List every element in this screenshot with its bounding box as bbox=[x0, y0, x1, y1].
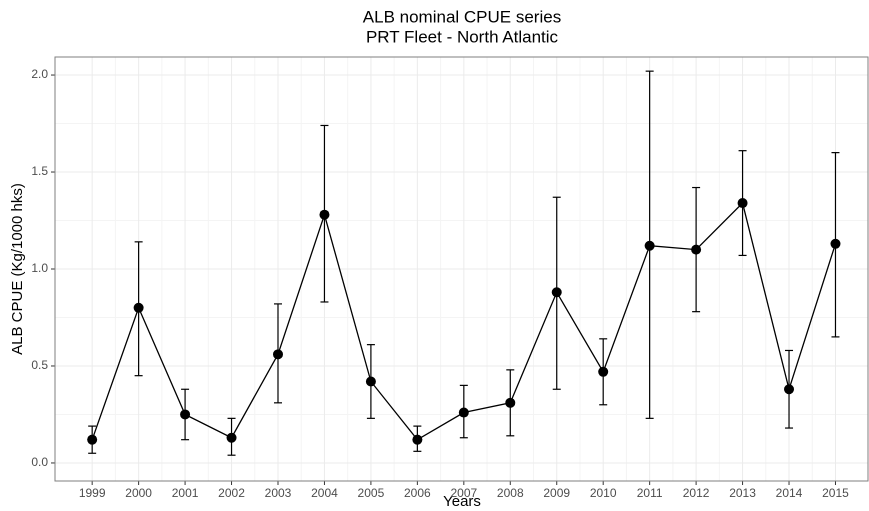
point bbox=[505, 397, 516, 408]
point bbox=[784, 384, 795, 395]
x-tick-label: 2008 bbox=[497, 486, 524, 500]
x-tick-label: 2005 bbox=[358, 486, 385, 500]
y-tick-label: 1.0 bbox=[31, 261, 48, 275]
y-axis-title: ALB CPUE (Kg/1000 hks) bbox=[9, 183, 26, 355]
point bbox=[551, 287, 562, 298]
x-tick-label: 2003 bbox=[265, 486, 292, 500]
x-tick-label: 2000 bbox=[125, 486, 152, 500]
chart-subtitle: PRT Fleet - North Atlantic bbox=[366, 27, 559, 46]
x-tick-label: 2009 bbox=[543, 486, 570, 500]
chart-title: ALB nominal CPUE series bbox=[363, 7, 561, 26]
point bbox=[319, 209, 330, 220]
point bbox=[365, 376, 376, 387]
x-tick-label: 2007 bbox=[450, 486, 477, 500]
x-tick-label: 2013 bbox=[729, 486, 756, 500]
x-tick-label: 1999 bbox=[79, 486, 106, 500]
point bbox=[226, 432, 237, 443]
x-tick-label: 2012 bbox=[683, 486, 710, 500]
y-tick-label: 0.5 bbox=[31, 358, 48, 372]
x-tick-label: 2004 bbox=[311, 486, 338, 500]
point bbox=[691, 244, 702, 255]
x-axis-title: Years bbox=[443, 493, 481, 510]
plot-border bbox=[54, 56, 869, 482]
x-tick-label: 2011 bbox=[637, 486, 663, 500]
point bbox=[830, 238, 841, 249]
x-tick-label: 2015 bbox=[822, 486, 849, 500]
point bbox=[272, 349, 283, 360]
point bbox=[133, 302, 144, 313]
x-tick-label: 2002 bbox=[218, 486, 245, 500]
point bbox=[458, 407, 469, 418]
point bbox=[87, 434, 98, 445]
x-tick-label: 2006 bbox=[404, 486, 431, 500]
y-tick-label: 0.0 bbox=[31, 455, 48, 469]
y-tick-label: 2.0 bbox=[31, 67, 48, 81]
point bbox=[737, 198, 748, 209]
y-tick-label: 1.5 bbox=[31, 164, 48, 178]
point bbox=[598, 366, 609, 377]
point bbox=[412, 434, 423, 445]
point bbox=[180, 409, 191, 420]
point bbox=[644, 240, 655, 251]
x-tick-label: 2014 bbox=[776, 486, 803, 500]
x-tick-label: 2001 bbox=[172, 486, 199, 500]
x-tick-label: 2010 bbox=[590, 486, 617, 500]
